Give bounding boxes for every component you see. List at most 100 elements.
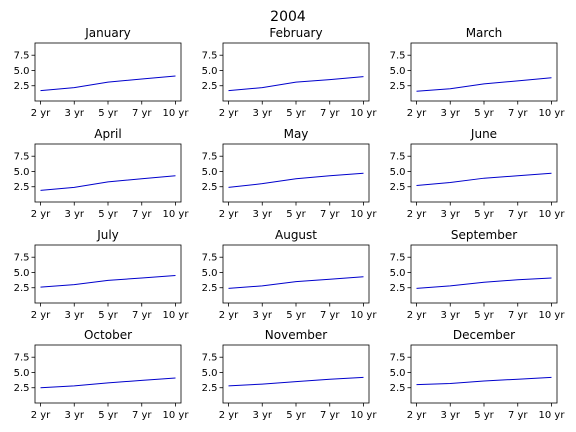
y-tick-label: 2.5 (390, 81, 406, 92)
panel-title: April (94, 127, 121, 141)
axes-frame (410, 344, 558, 404)
x-tick-label: 3 yr (440, 108, 460, 119)
x-tick-label: 7 yr (320, 310, 340, 321)
x-tick-label: 3 yr (64, 108, 84, 119)
axes-frame (34, 42, 182, 102)
axes-frame (34, 143, 182, 203)
panel-september: September 2.5 5.0 7.5 2 yr 3 yr 5 yr 7 yr 10 yr (390, 228, 566, 321)
x-tick-label: 7 yr (132, 310, 152, 321)
x-tick-label: 7 yr (320, 209, 340, 220)
y-tick-label: 5.0 (202, 368, 218, 379)
y-tick-label: 2.5 (14, 383, 30, 394)
x-tick-label: 3 yr (440, 310, 460, 321)
panel-may: May 2.5 5.0 7.5 2 yr 3 yr 5 yr 7 yr 10 yr (202, 127, 378, 220)
panel-october: October 2.5 5.0 7.5 2 yr 3 yr 5 yr 7 yr 10 yr (14, 328, 190, 421)
x-tick-label: 10 yr (539, 310, 566, 321)
y-tick-label: 7.5 (14, 51, 30, 62)
y-tick-label: 2.5 (202, 81, 218, 92)
panel-title: March (466, 26, 503, 40)
panel-april: April 2.5 5.0 7.5 2 yr 3 yr 5 yr 7 yr 10 yr (14, 127, 190, 220)
y-tick-label: 7.5 (390, 152, 406, 163)
x-tick-label: 2 yr (31, 310, 51, 321)
x-tick-label: 7 yr (320, 410, 340, 421)
x-tick-label: 2 yr (219, 310, 239, 321)
panel-title: September (451, 228, 517, 242)
x-tick-label: 5 yr (474, 410, 494, 421)
x-tick-label: 10 yr (539, 108, 566, 119)
series-line (40, 75, 176, 92)
x-tick-label: 10 yr (351, 310, 378, 321)
y-tick-label: 2.5 (390, 283, 406, 294)
panel-august: August 2.5 5.0 7.5 2 yr 3 yr 5 yr 7 yr 10 yr (202, 228, 378, 321)
x-tick-label: 2 yr (219, 108, 239, 119)
x-tick-label: 2 yr (407, 410, 427, 421)
series-line (228, 76, 364, 92)
series-line (416, 277, 552, 289)
x-tick-label: 7 yr (132, 410, 152, 421)
x-tick-label: 7 yr (132, 108, 152, 119)
x-tick-label: 7 yr (508, 209, 528, 220)
figure-title: 2004 (270, 9, 306, 25)
y-tick-label: 5.0 (14, 368, 30, 379)
x-tick-label: 3 yr (252, 310, 272, 321)
series-line (40, 377, 176, 389)
y-tick-label: 2.5 (202, 383, 218, 394)
panel-title: February (269, 26, 322, 40)
x-tick-label: 2 yr (407, 209, 427, 220)
y-tick-label: 7.5 (14, 152, 30, 163)
axes-frame (222, 344, 370, 404)
y-tick-label: 7.5 (390, 253, 406, 264)
y-tick-label: 5.0 (390, 368, 406, 379)
x-tick-label: 3 yr (252, 410, 272, 421)
x-tick-label: 10 yr (539, 410, 566, 421)
series-line (416, 376, 552, 386)
x-tick-label: 10 yr (163, 410, 190, 421)
y-tick-label: 5.0 (14, 268, 30, 279)
x-tick-label: 10 yr (539, 209, 566, 220)
panel-february: February 2.5 5.0 7.5 2 yr 3 yr 5 yr 7 yr 10 yr (202, 26, 378, 119)
panel-title: August (275, 228, 317, 242)
x-tick-label: 3 yr (440, 209, 460, 220)
x-tick-label: 10 yr (351, 410, 378, 421)
series-line (416, 172, 552, 187)
panel-title: November (265, 328, 327, 342)
series-line (416, 77, 552, 92)
series-line (228, 376, 364, 387)
x-tick-label: 2 yr (31, 209, 51, 220)
y-tick-label: 2.5 (390, 182, 406, 193)
x-tick-label: 2 yr (407, 108, 427, 119)
axes-frame (222, 42, 370, 102)
panel-january: January 2.5 5.0 7.5 2 yr 3 yr 5 yr 7 yr 10 yr (14, 26, 190, 119)
x-tick-label: 7 yr (320, 108, 340, 119)
x-tick-label: 5 yr (474, 209, 494, 220)
x-tick-label: 3 yr (64, 310, 84, 321)
x-tick-label: 10 yr (163, 209, 190, 220)
x-tick-label: 7 yr (132, 209, 152, 220)
series-line (228, 172, 364, 188)
axes-frame (410, 42, 558, 102)
x-tick-label: 5 yr (474, 310, 494, 321)
panel-title: December (453, 328, 515, 342)
series-line (40, 175, 176, 191)
x-tick-label: 10 yr (163, 108, 190, 119)
series-line (228, 276, 364, 289)
x-tick-label: 7 yr (508, 310, 528, 321)
axes-frame (410, 244, 558, 304)
y-tick-label: 2.5 (202, 182, 218, 193)
y-tick-label: 5.0 (202, 66, 218, 77)
panel-march: March 2.5 5.0 7.5 2 yr 3 yr 5 yr 7 yr 10 yr (390, 26, 566, 119)
x-tick-label: 5 yr (98, 410, 118, 421)
y-tick-label: 5.0 (202, 268, 218, 279)
panel-title: June (470, 127, 497, 141)
x-tick-label: 3 yr (440, 410, 460, 421)
x-tick-label: 7 yr (508, 108, 528, 119)
panel-title: May (284, 127, 309, 141)
x-tick-label: 5 yr (286, 108, 306, 119)
y-tick-label: 7.5 (390, 353, 406, 364)
x-tick-label: 5 yr (286, 310, 306, 321)
y-tick-label: 7.5 (14, 353, 30, 364)
x-tick-label: 2 yr (407, 310, 427, 321)
panel-title: July (96, 228, 119, 242)
